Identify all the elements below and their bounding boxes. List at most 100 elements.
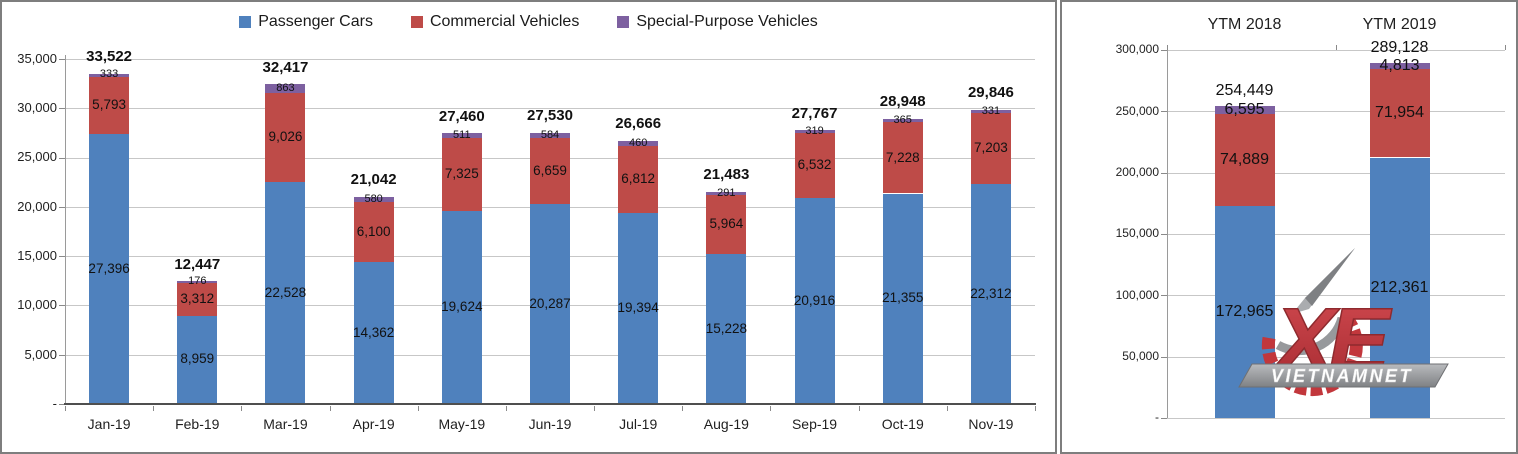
y-axis-line bbox=[65, 55, 66, 404]
bar-segment-commercial-vehicles bbox=[1214, 113, 1275, 206]
x-axis-tick bbox=[1167, 45, 1168, 50]
bar-segment-commercial-vehicles bbox=[970, 113, 1011, 185]
bar-segment-commercial-vehicles bbox=[177, 283, 218, 316]
bar-segment-commercial-vehicles bbox=[530, 138, 570, 204]
segment-value-label: 6,812 bbox=[621, 170, 656, 186]
gridline bbox=[1167, 111, 1505, 113]
y-axis-tick-label: - bbox=[1155, 410, 1159, 425]
segment-value-label: 3,312 bbox=[180, 290, 215, 306]
x-axis-tick bbox=[682, 406, 684, 411]
total-value-label: 32,417 bbox=[262, 58, 309, 76]
segment-value-label: 14,362 bbox=[352, 324, 395, 340]
y-axis-tick bbox=[59, 157, 65, 159]
x-axis-tick bbox=[417, 406, 419, 411]
x-axis-category-label: Apr-19 bbox=[352, 416, 395, 432]
bar-segment-commercial-vehicles bbox=[1369, 69, 1430, 158]
segment-value-label: 4,813 bbox=[1379, 57, 1420, 75]
bar-segment-passenger-cars bbox=[353, 262, 394, 404]
y-axis-tick bbox=[59, 354, 65, 356]
bar-segment-commercial-vehicles bbox=[89, 76, 130, 134]
bar-segment-special-purpose-vehicles bbox=[265, 84, 306, 93]
segment-value-label: 460 bbox=[628, 136, 648, 149]
y-axis-tick-label: 200,000 bbox=[1115, 165, 1159, 180]
y-axis-tick bbox=[1161, 295, 1167, 297]
x-axis-tick bbox=[505, 406, 507, 411]
segment-value-label: 71,954 bbox=[1375, 104, 1424, 122]
bar-segment-special-purpose-vehicles bbox=[353, 196, 394, 203]
x-axis-tick bbox=[329, 406, 331, 411]
gridline bbox=[1167, 295, 1505, 297]
y-axis-line bbox=[1167, 46, 1168, 418]
y-axis-tick bbox=[59, 404, 65, 405]
x-axis-tick bbox=[770, 406, 772, 411]
bar-segment-commercial-vehicles bbox=[882, 122, 923, 194]
segment-value-label: 22,312 bbox=[970, 285, 1012, 301]
segment-value-label: 580 bbox=[364, 192, 383, 205]
segment-value-label: 584 bbox=[540, 128, 560, 141]
x-axis-category-label: Oct-19 bbox=[881, 416, 924, 432]
segment-value-label: 8,959 bbox=[180, 351, 215, 367]
watermark-site-text: VIETNAMNET bbox=[1271, 366, 1413, 386]
y-axis-tick-label: 15,000 bbox=[17, 247, 57, 263]
watermark-banner bbox=[1238, 363, 1449, 388]
y-axis-tick-label: 20,000 bbox=[17, 198, 57, 214]
bar-segment-special-purpose-vehicles bbox=[530, 132, 570, 139]
x-axis-category-label: Nov-19 bbox=[968, 416, 1014, 432]
bar-segment-passenger-cars bbox=[970, 184, 1011, 404]
segment-value-label: 27,396 bbox=[88, 260, 130, 276]
gridline bbox=[1167, 234, 1505, 235]
legend-label: Commercial Vehicles bbox=[429, 13, 580, 30]
segment-value-label: 7,325 bbox=[444, 166, 479, 182]
legend-item-special-purpose-vehicles: Special-Purpose Vehicles bbox=[617, 13, 818, 31]
bar-segment-commercial-vehicles bbox=[618, 145, 659, 213]
segment-value-label: 21,355 bbox=[882, 290, 924, 306]
x-axis-category-label: Sep-19 bbox=[791, 416, 838, 432]
segment-value-label: 6,532 bbox=[797, 157, 832, 173]
y-axis-tick-label: 10,000 bbox=[17, 297, 57, 313]
x-axis-tick bbox=[241, 406, 243, 411]
y-axis-tick-label: 5,000 bbox=[24, 346, 57, 362]
y-axis-tick-label: 150,000 bbox=[1115, 226, 1159, 241]
bar-segment-special-purpose-vehicles bbox=[177, 281, 218, 284]
y-axis-tick bbox=[59, 256, 65, 258]
total-value-label: 27,530 bbox=[527, 106, 573, 124]
bar-segment-commercial-vehicles bbox=[441, 138, 482, 211]
x-axis-tick bbox=[153, 406, 155, 411]
total-value-label: 27,460 bbox=[438, 107, 485, 125]
bar-segment-commercial-vehicles bbox=[353, 202, 394, 263]
bar-segment-special-purpose-vehicles bbox=[706, 192, 747, 196]
segment-value-label: 6,100 bbox=[356, 223, 391, 239]
x-axis-category-label: YTM 2018 bbox=[1207, 16, 1282, 33]
total-value-label: 289,128 bbox=[1370, 39, 1429, 57]
bar-segment-special-purpose-vehicles bbox=[618, 141, 659, 146]
vietnamnet-xe-watermark: XE VIETNAMNET bbox=[1238, 248, 1449, 397]
bar-segment-special-purpose-vehicles bbox=[970, 109, 1011, 114]
x-axis-tick bbox=[1505, 45, 1506, 50]
chart-legend: Passenger Cars Commercial Vehicles Special… bbox=[2, 13, 1055, 31]
total-value-label: 26,666 bbox=[615, 115, 662, 133]
bar-segment-commercial-vehicles bbox=[706, 195, 747, 254]
segment-value-label: 863 bbox=[276, 81, 295, 94]
x-axis-category-label: Jun-19 bbox=[528, 416, 572, 432]
segment-value-label: 5,793 bbox=[92, 97, 126, 113]
bar-segment-special-purpose-vehicles bbox=[882, 118, 923, 123]
bar-segment-passenger-cars bbox=[706, 253, 747, 404]
bar-segment-special-purpose-vehicles bbox=[1369, 63, 1430, 70]
segment-value-label: 176 bbox=[188, 275, 207, 288]
ytm-comparison-chart-panel: XE VIETNAMNET 300,000 250,000 200,000 150,0… bbox=[1060, 0, 1518, 454]
y-axis-tick-label: - bbox=[52, 395, 57, 411]
gridline bbox=[1167, 50, 1505, 51]
segment-value-label: 511 bbox=[453, 129, 471, 142]
segment-value-label: 20,916 bbox=[793, 292, 836, 308]
segment-value-label: 22,528 bbox=[264, 284, 307, 300]
legend-color-swatch bbox=[239, 16, 252, 28]
legend-item-commercial-vehicles: Commercial Vehicles bbox=[410, 13, 580, 31]
bar-segment-passenger-cars bbox=[265, 181, 306, 404]
bar-segment-special-purpose-vehicles bbox=[1214, 105, 1275, 114]
x-axis-category-label: Mar-19 bbox=[263, 416, 308, 432]
segment-value-label: 212,361 bbox=[1370, 278, 1429, 296]
bar-segment-passenger-cars bbox=[618, 212, 659, 404]
bar-segment-passenger-cars bbox=[89, 133, 130, 404]
y-axis-tick-label: 250,000 bbox=[1115, 103, 1159, 118]
monthly-sales-chart-panel: Passenger Cars Commercial Vehicles Special… bbox=[0, 0, 1057, 454]
